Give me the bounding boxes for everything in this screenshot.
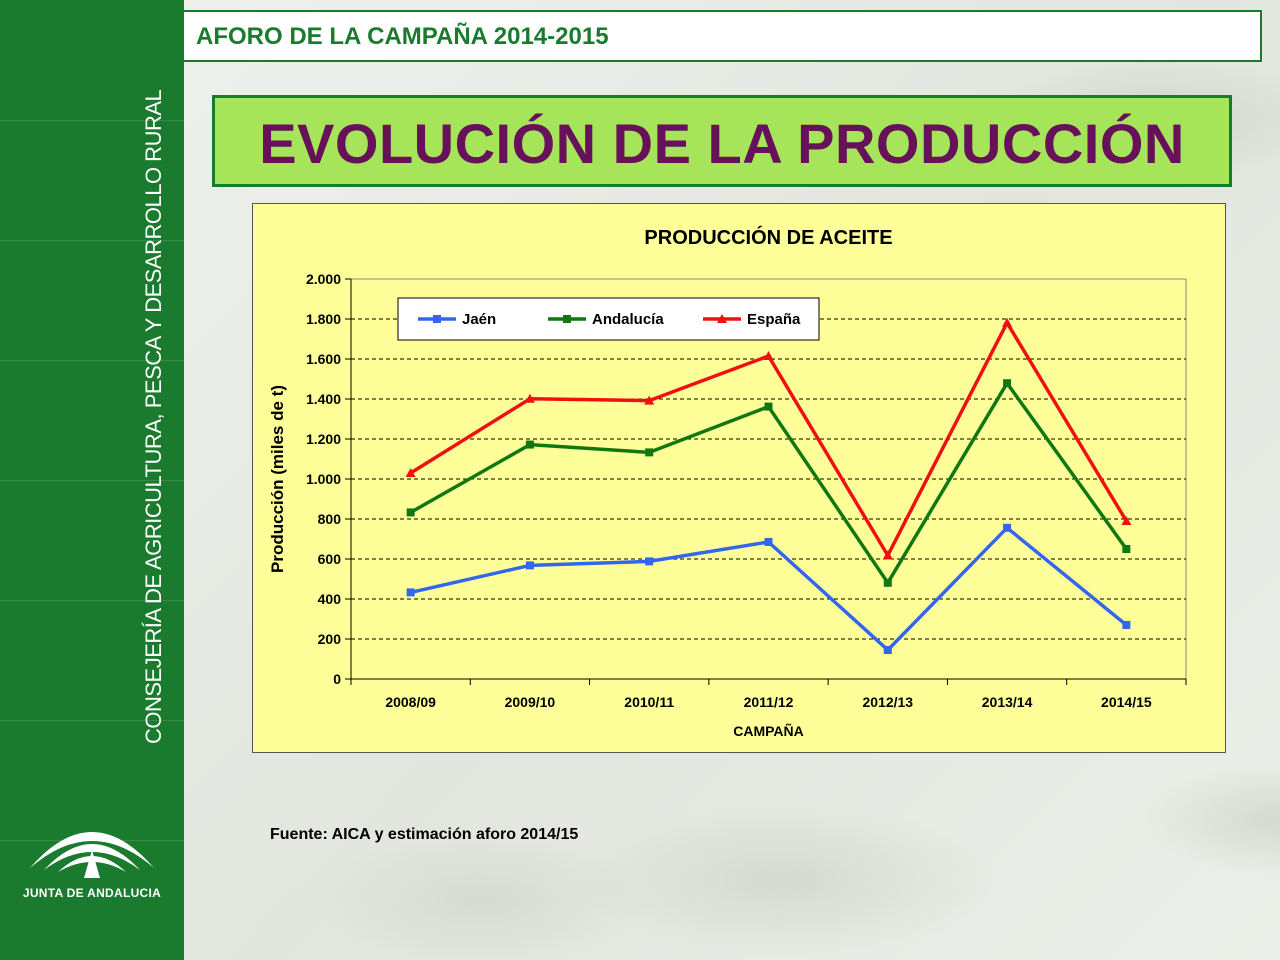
- data-point-0: [525, 561, 534, 570]
- legend-label-1: Andalucía: [592, 311, 664, 328]
- chart-frame: PRODUCCIÓN DE ACEITE 0 200 400 600 800 1.000 1.…: [252, 203, 1226, 753]
- junta-logo: JUNTA DE ANDALUCIA: [22, 806, 162, 916]
- data-point-0: [1122, 621, 1131, 629]
- y-tick-label: 400: [318, 591, 342, 607]
- data-point-2: [1002, 317, 1013, 327]
- sidebar: CONSEJERÍA DE AGRICULTURA, PESCA Y DESAR…: [0, 0, 184, 960]
- sidebar-divider: [0, 240, 184, 241]
- y-tick-label: 2.000: [306, 271, 341, 287]
- y-tick-label: 1.400: [306, 391, 341, 407]
- data-point-1: [883, 578, 892, 587]
- data-point-0: [883, 646, 892, 654]
- x-axis-label: CAMPAÑA: [733, 722, 804, 739]
- sidebar-department-text: CONSEJERÍA DE AGRICULTURA, PESCA Y DESAR…: [141, 89, 166, 744]
- sidebar-divider: [0, 360, 184, 361]
- legend-label-0: Jaén: [462, 311, 496, 328]
- oil-production-chart: PRODUCCIÓN DE ACEITE 0 200 400 600 800 1.000 1.…: [268, 225, 1187, 739]
- x-tick-label: 2014/15: [1101, 694, 1152, 710]
- sidebar-divider: [0, 120, 184, 121]
- sidebar-divider: [0, 720, 184, 721]
- data-point-1: [406, 508, 415, 517]
- junta-logo-icon: [30, 832, 154, 878]
- legend-box: [397, 297, 820, 341]
- x-tick-label: 2009/10: [505, 694, 556, 710]
- data-point-0: [645, 557, 654, 566]
- y-tick-label: 1.200: [306, 431, 341, 447]
- legend-marker-1: [563, 315, 571, 323]
- source-note: Fuente: AICA y estimación aforo 2014/15: [270, 826, 579, 843]
- data-point-1: [525, 440, 534, 449]
- legend-marker-0: [433, 315, 441, 323]
- legend-marker-2: [717, 314, 727, 323]
- data-point-2: [1121, 516, 1132, 525]
- top-header: AFORO DE LA CAMPAÑA 2014-2015: [182, 10, 1262, 62]
- y-tick-label: 200: [318, 631, 342, 647]
- data-point-0: [406, 588, 415, 597]
- data-point-2: [644, 395, 655, 405]
- data-point-0: [1003, 523, 1012, 532]
- y-tick-label: 1.600: [306, 351, 341, 367]
- x-tick-label: 2010/11: [624, 694, 674, 710]
- y-tick-label: 0: [333, 671, 341, 687]
- page-title: EVOLUCIÓN DE LA PRODUCCIÓN: [259, 112, 1185, 175]
- x-tick-label: 2008/09: [385, 694, 436, 710]
- data-point-1: [645, 448, 654, 457]
- data-point-2: [763, 351, 774, 360]
- y-tick-label: 800: [318, 511, 342, 527]
- data-point-2: [405, 468, 416, 477]
- y-tick-label: 600: [318, 551, 342, 567]
- data-point-2: [882, 550, 893, 560]
- legend-label-2: España: [747, 311, 801, 328]
- data-point-1: [1122, 545, 1131, 553]
- y-axis-label: Producción (miles de t): [268, 385, 287, 573]
- x-tick-label: 2011/12: [744, 694, 794, 710]
- logo-text: JUNTA DE ANDALUCIA: [22, 886, 162, 900]
- sidebar-divider: [0, 480, 184, 481]
- page-title-box: EVOLUCIÓN DE LA PRODUCCIÓN: [212, 95, 1232, 187]
- x-tick-label: 2012/13: [862, 694, 913, 710]
- y-tick-label: 1.000: [306, 471, 341, 487]
- chart-title: PRODUCCIÓN DE ACEITE: [644, 225, 892, 249]
- y-tick-label: 1.800: [306, 311, 341, 327]
- data-point-1: [1003, 379, 1012, 388]
- data-point-1: [764, 402, 773, 411]
- data-point-0: [764, 538, 773, 546]
- x-tick-label: 2013/14: [982, 694, 1033, 710]
- data-point-2: [524, 393, 535, 403]
- sidebar-divider: [0, 600, 184, 601]
- header-title: AFORO DE LA CAMPAÑA 2014-2015: [196, 23, 609, 50]
